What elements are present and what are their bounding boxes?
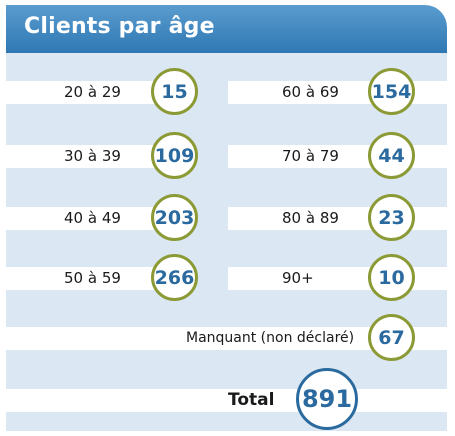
row-band: [6, 327, 447, 350]
total-count: 891: [296, 368, 358, 430]
age-count-40-49: 203: [151, 194, 198, 241]
missing-count: 67: [368, 314, 415, 361]
age-label-90-plus: 90+: [282, 269, 314, 287]
row-band: [6, 145, 183, 168]
age-count-60-69: 154: [368, 68, 415, 115]
age-label-60-69: 60 à 69: [282, 83, 339, 101]
age-label-50-59: 50 à 59: [64, 269, 121, 287]
age-label-40-49: 40 à 49: [64, 209, 121, 227]
age-count-90-plus: 10: [368, 254, 415, 301]
age-label-70-79: 70 à 79: [282, 147, 339, 165]
age-count-50-59: 266: [151, 254, 198, 301]
card-header: Clients par âge: [6, 5, 447, 53]
age-count-80-89: 23: [368, 194, 415, 241]
row-band: [6, 81, 183, 104]
row-band: [6, 267, 183, 290]
age-count-30-39: 109: [151, 132, 198, 179]
age-label-20-29: 20 à 29: [64, 83, 121, 101]
age-label-30-39: 30 à 39: [64, 147, 121, 165]
missing-label: Manquant (non déclaré): [186, 330, 355, 346]
age-count-20-29: 15: [151, 68, 198, 115]
age-count-70-79: 44: [368, 132, 415, 179]
row-band: [6, 389, 447, 412]
card-title: Clients par âge: [24, 14, 215, 39]
clients-by-age-card: Clients par âge 20 à 29 15 60 à 69 154 3…: [6, 5, 447, 431]
row-band: [6, 207, 183, 230]
age-label-80-89: 80 à 89: [282, 209, 339, 227]
total-label: Total: [228, 390, 275, 410]
